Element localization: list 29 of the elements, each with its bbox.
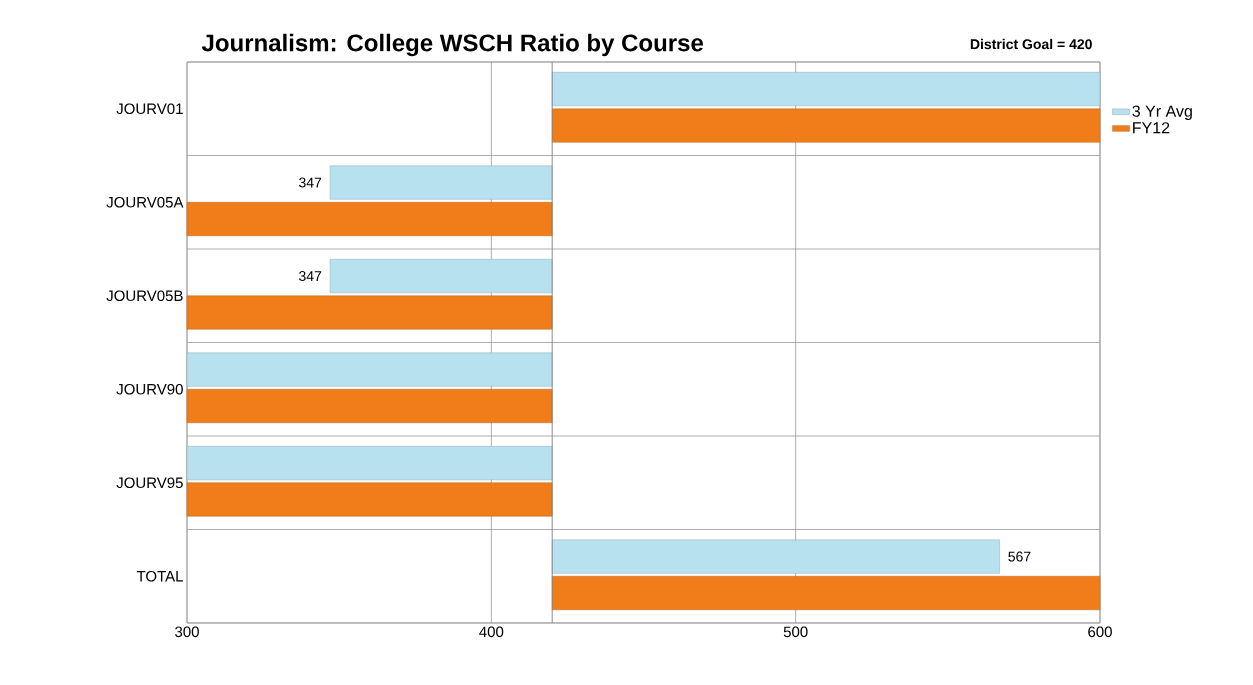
bar <box>186 202 553 236</box>
y-tick-label: JOURV05A <box>106 196 184 208</box>
y-tick-label: JOURV05B <box>106 290 183 302</box>
bar <box>552 72 1101 107</box>
text: District Goal = 420 <box>970 38 1092 50</box>
bar <box>552 576 1101 610</box>
y-tick-label: JOURV95 <box>116 477 183 489</box>
data-label: 347 <box>299 177 322 188</box>
bar <box>186 389 553 423</box>
x-tick-label: 600 <box>1088 626 1112 638</box>
bar <box>186 352 553 387</box>
legend-label: 3 Yr Avg <box>1132 105 1192 120</box>
x-tick-label: 300 <box>175 626 199 638</box>
chart-title: Journalism: College WSCH Ratio by Course <box>201 33 703 57</box>
data-label: 567 <box>1008 551 1031 562</box>
legend-label: FY12 <box>1133 122 1170 134</box>
bar <box>186 482 553 517</box>
y-tick-label: TOTAL <box>136 570 183 582</box>
bar <box>329 165 553 200</box>
x-tick-label: 400 <box>479 626 504 638</box>
data-label: 347 <box>299 271 322 282</box>
y-tick-label: JOURV01 <box>116 103 183 115</box>
bar <box>552 539 1000 574</box>
bar <box>552 108 1101 143</box>
x-tick-label: 500 <box>783 626 808 638</box>
y-tick-label: JOURV90 <box>116 383 183 395</box>
bar <box>186 446 553 481</box>
bar <box>329 259 553 294</box>
bar <box>186 295 553 330</box>
